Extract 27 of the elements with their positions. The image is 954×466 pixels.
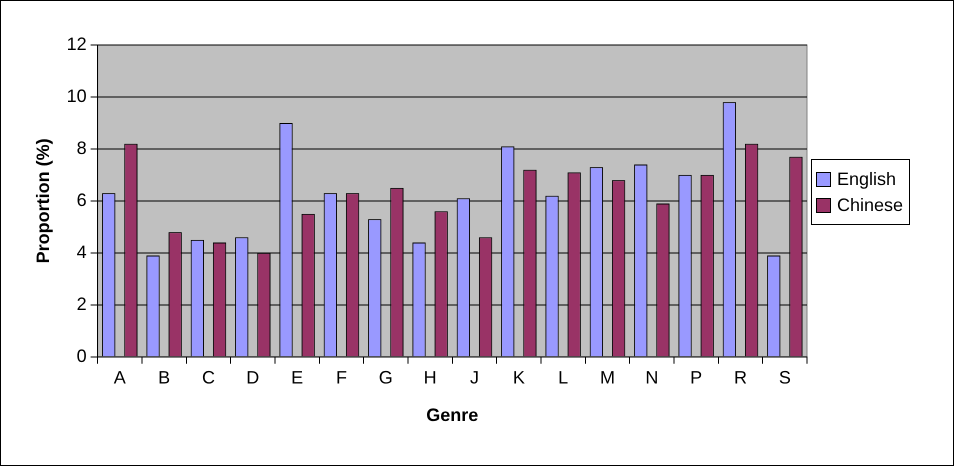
x-tick-label: K [512,368,525,388]
y-tick-label: 6 [76,190,87,210]
legend-label: English [837,168,896,191]
y-tick-label: 10 [66,86,87,106]
x-tick-label: B [158,368,170,388]
x-tick-label: C [202,368,215,388]
x-tick-label: L [558,368,568,388]
x-tick-label: F [336,368,347,388]
y-tick-label: 4 [76,242,87,262]
y-tick-label: 2 [76,294,87,314]
x-tick-label: R [734,368,747,388]
x-tick-label: E [291,368,304,388]
y-tick-label: 0 [76,346,87,366]
x-tick-label: P [690,368,702,388]
y-axis-title: Proportion (%) [32,138,53,264]
y-tick-label: 12 [66,34,87,54]
x-tick-label: S [778,368,791,388]
legend-label: Chinese [837,194,904,217]
x-tick-label: A [114,368,126,388]
x-tick-label: J [470,368,479,388]
x-tick-label: M [600,368,615,388]
x-axis-title: Genre [426,405,478,426]
x-tick-label: G [378,368,393,388]
y-tick-label: 8 [76,138,87,158]
x-tick-label: D [246,368,260,388]
x-tick-label: H [424,368,437,388]
x-tick-label: N [645,368,658,388]
